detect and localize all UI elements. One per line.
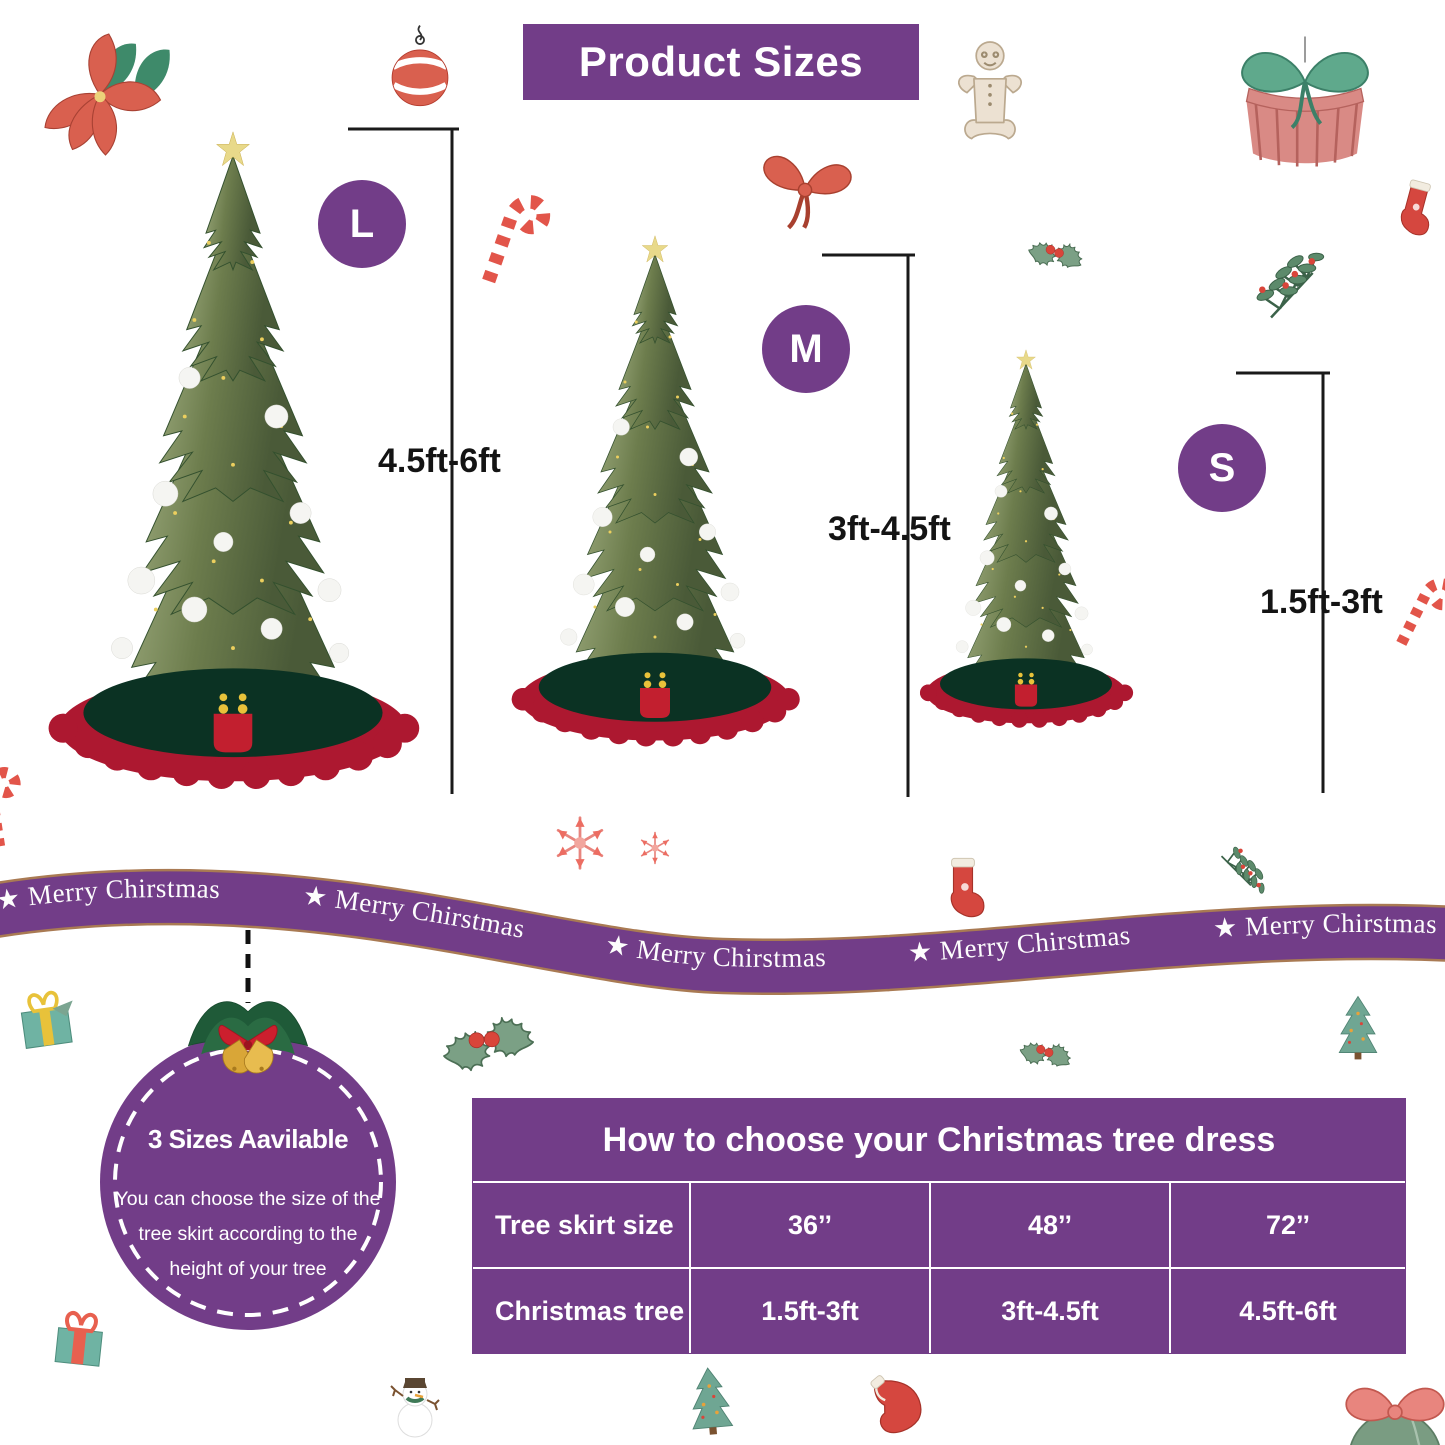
svg-text:height of your tree: height of your tree [169, 1258, 326, 1280]
svg-text:You can choose the size of the: You can choose the size of the [116, 1188, 381, 1210]
svg-text:3 Sizes Aavilable: 3 Sizes Aavilable [148, 1124, 348, 1154]
svg-text:tree skirt according to the: tree skirt according to the [139, 1223, 358, 1245]
